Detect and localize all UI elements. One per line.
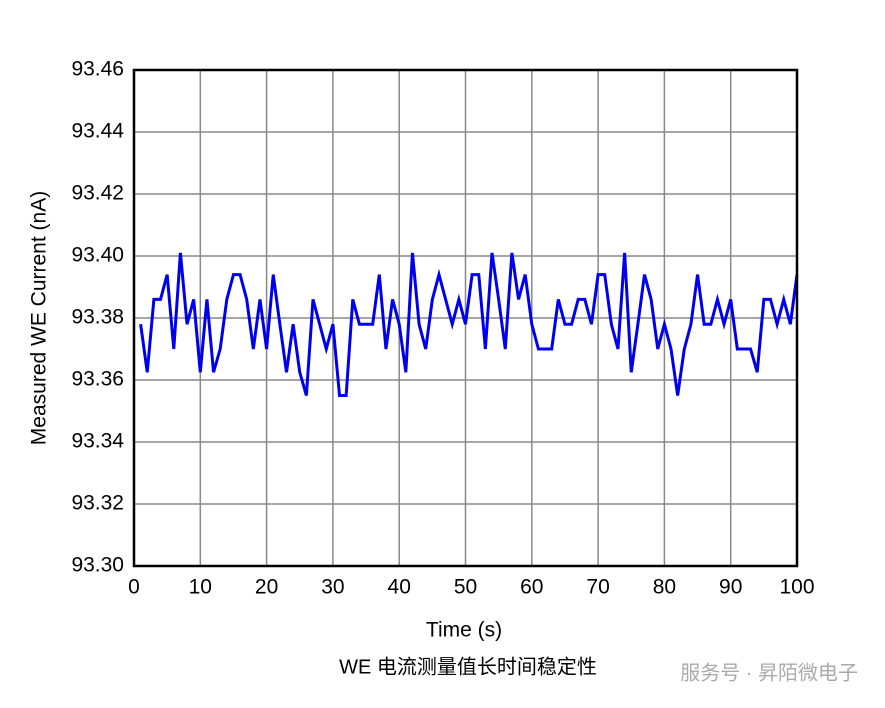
- x-tick-label: 100: [779, 576, 814, 599]
- caption: WE 电流测量值长时间稳定性: [339, 655, 597, 678]
- x-tick-label: 80: [653, 576, 676, 599]
- x-tick-label: 60: [520, 576, 543, 599]
- y-tick-label: 93.38: [71, 306, 124, 329]
- x-tick-label: 70: [586, 576, 609, 599]
- y-tick-label: 93.46: [71, 58, 124, 81]
- x-tick-label: 90: [719, 576, 742, 599]
- x-tick-label: 0: [128, 576, 140, 599]
- x-tick-label: 10: [189, 576, 212, 599]
- x-tick-label: 20: [255, 576, 278, 599]
- watermark: 服务号 · 昇陌微电子: [680, 661, 858, 684]
- y-tick-label: 93.30: [71, 554, 124, 577]
- y-tick-label: 93.36: [71, 368, 124, 391]
- y-axis-title: Measured WE Current (nA): [28, 191, 51, 445]
- x-tick-label: 40: [388, 576, 411, 599]
- x-tick-label: 50: [454, 576, 477, 599]
- y-tick-label: 93.42: [71, 182, 124, 205]
- plot-frame: [132, 68, 799, 568]
- y-tick-label: 93.40: [71, 244, 124, 267]
- x-tick-label: 30: [321, 576, 344, 599]
- data-line: [139, 252, 799, 397]
- y-tick-label: 93.34: [71, 430, 124, 453]
- x-axis-title: Time (s): [426, 619, 502, 642]
- y-tick-label: 93.44: [71, 120, 124, 143]
- y-tick-label: 93.32: [71, 492, 124, 515]
